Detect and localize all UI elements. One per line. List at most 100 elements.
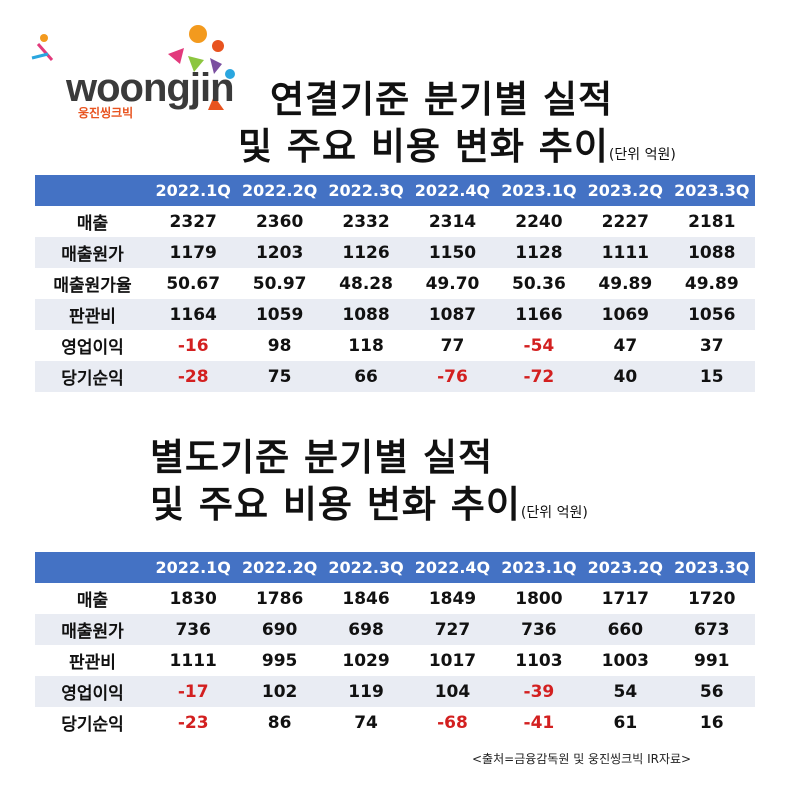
quarter-header-cell: 2022.2Q [236, 175, 323, 206]
value-cell: 1087 [409, 299, 496, 330]
quarter-header-cell: 2022.4Q [409, 175, 496, 206]
row-label: 영업이익 [35, 676, 150, 707]
value-cell: 1203 [236, 237, 323, 268]
value-cell: 727 [409, 614, 496, 645]
value-cell: 1111 [582, 237, 669, 268]
value-cell: -17 [150, 676, 237, 707]
quarter-header-cell: 2022.1Q [150, 552, 237, 583]
value-cell: 1069 [582, 299, 669, 330]
value-cell: -72 [495, 361, 583, 392]
value-cell: 1786 [255, 588, 304, 609]
value-cell: -16 [177, 335, 209, 356]
value-cell: -68 [437, 712, 468, 733]
section2-header-row: 2022.1Q 2022.2Q 2022.3Q 2022.4Q 2023.1Q 2023.… [35, 552, 755, 583]
value-cell: 1164 [150, 299, 237, 330]
section1-title-text: 및 주요 비용 변화 추이 [238, 125, 609, 168]
value-cell: 690 [236, 614, 323, 645]
value-cell: 50.67 [166, 273, 221, 294]
row-label: 매출 [76, 214, 109, 234]
value-cell: 1088 [322, 299, 410, 330]
woongjin-logo: woongjin 웅진씽크빅 [18, 14, 248, 124]
section2-title-line2: 및 주요 비용 변화 추이(단위 억원) [150, 483, 588, 535]
quarter-header-cell: 2023.3Q [668, 552, 755, 583]
quarter-header-cell: 2023.3Q [668, 175, 755, 206]
value-cell: 102 [236, 676, 323, 707]
header-corner-cell [35, 175, 150, 206]
value-cell: 2327 [169, 211, 217, 232]
value-cell: 118 [348, 335, 384, 356]
value-cell: 1849 [428, 588, 477, 609]
value-cell: 1126 [322, 237, 410, 268]
quarter-header-cell: 2022.4Q [409, 552, 496, 583]
value-cell: 119 [322, 676, 410, 707]
value-cell: 673 [668, 614, 755, 645]
value-cell: 2314 [428, 211, 477, 232]
row-label: 매출원가 [35, 237, 150, 268]
value-cell: 49.89 [598, 273, 653, 294]
value-cell: 50.36 [512, 273, 566, 294]
value-cell: 16 [699, 712, 724, 733]
quarter-header-cell: 2022.1Q [150, 175, 237, 206]
quarter-header-cell: 2022.2Q [236, 552, 323, 583]
value-cell: 66 [322, 361, 410, 392]
table-row: 당기순익 -23 86 74 -68 -41 61 16 [35, 707, 755, 738]
row-label: 영업이익 [61, 338, 124, 358]
value-cell: 75 [236, 361, 323, 392]
table-row: 판관비 1164 1059 1088 1087 1166 1069 1056 [35, 299, 755, 330]
value-cell: 48.28 [339, 273, 393, 294]
logo-korean-name: 웅진씽크빅 [78, 106, 134, 120]
table-row: 영업이익 -17 102 119 104 -39 54 56 [35, 676, 755, 707]
value-cell: 660 [582, 614, 669, 645]
value-cell: 15 [668, 361, 755, 392]
value-cell: 1003 [601, 650, 649, 671]
table-row: 매출원가 736 690 698 727 736 660 673 [35, 614, 755, 645]
value-cell: 50.97 [252, 273, 307, 294]
value-cell: -54 [523, 335, 555, 356]
section1-title-line1: 연결기준 분기별 실적 [270, 78, 614, 121]
value-cell: -76 [409, 361, 496, 392]
value-cell: 1150 [409, 237, 496, 268]
value-cell: 1029 [342, 650, 390, 671]
value-cell: 40 [582, 361, 669, 392]
value-cell: -41 [523, 712, 555, 733]
value-cell: 1128 [495, 237, 583, 268]
table-row: 매출원가 1179 1203 1126 1150 1128 1111 1088 [35, 237, 755, 268]
quarter-header-cell: 2023.1Q [495, 175, 583, 206]
section2-title-text: 및 주요 비용 변화 추이 [150, 483, 521, 526]
value-cell: 104 [409, 676, 496, 707]
value-cell: 86 [267, 712, 292, 733]
quarter-header-cell: 2023.2Q [582, 552, 669, 583]
value-cell: 54 [582, 676, 669, 707]
value-cell: 49.89 [684, 273, 739, 294]
value-cell: 1059 [236, 299, 323, 330]
section1-header-row: 2022.1Q 2022.2Q 2022.3Q 2022.4Q 2023.1Q 2023.… [35, 175, 755, 206]
quarter-header-cell: 2023.2Q [582, 175, 669, 206]
logo-mark-icon [31, 25, 235, 110]
value-cell: 98 [267, 335, 292, 356]
row-label: 당기순익 [35, 361, 150, 392]
section2-title-line1: 별도기준 분기별 실적 [150, 436, 494, 479]
table-row: 당기순익 -28 75 66 -76 -72 40 15 [35, 361, 755, 392]
value-cell: 1717 [601, 588, 649, 609]
value-cell: 1056 [668, 299, 755, 330]
value-cell: 1179 [150, 237, 237, 268]
value-cell: 74 [354, 712, 378, 733]
value-cell: 56 [668, 676, 755, 707]
value-cell: -23 [177, 712, 209, 733]
value-cell: 1088 [668, 237, 755, 268]
value-cell: 991 [694, 650, 730, 671]
value-cell: 2181 [688, 211, 736, 232]
header-corner-cell [35, 552, 150, 583]
section2-unit: (단위 억원) [520, 505, 588, 521]
value-cell: 1720 [688, 588, 736, 609]
section1-title-line2: 및 주요 비용 변화 추이(단위 억원) [238, 125, 676, 177]
row-label: 매출원가 [35, 614, 150, 645]
section1-table: 2022.1Q 2022.2Q 2022.3Q 2022.4Q 2023.1Q 2023.… [35, 175, 755, 392]
logo-wordmark: woongjin [66, 66, 235, 110]
table-row: 판관비 1111 995 1029 1017 1103 1003 991 [35, 645, 755, 676]
value-cell: 37 [699, 335, 724, 356]
value-cell: 2227 [601, 211, 649, 232]
value-cell: 1103 [515, 650, 563, 671]
value-cell: 698 [322, 614, 410, 645]
quarter-header-cell: 2022.3Q [322, 175, 410, 206]
